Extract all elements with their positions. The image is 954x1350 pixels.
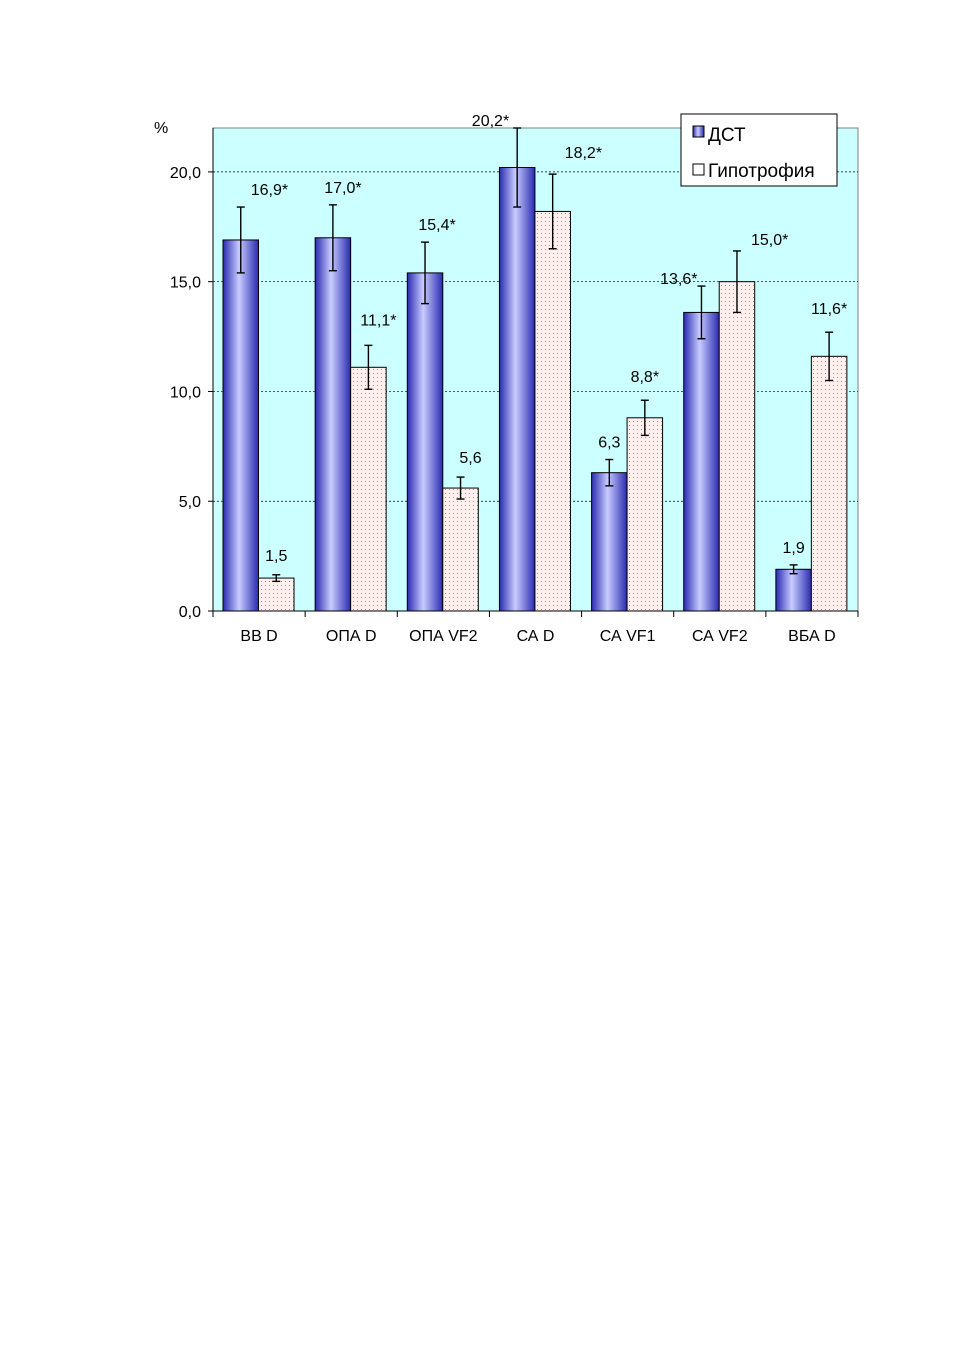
data-label: 20,2* [472,113,509,130]
x-tick-label: ОПА VF2 [409,628,478,645]
bar-дст-са-vf2 [683,311,720,612]
y-tick-label: 10,0 [170,384,201,401]
bar-дст-опа-vf2 [406,272,444,612]
error-bars [236,127,834,583]
legend-label-dst: ДСТ [708,125,746,146]
data-label: 11,6* [811,301,847,318]
data-label: 18,2* [565,145,602,162]
y-tick-label: 0,0 [179,604,201,621]
data-label: 5,6 [459,450,481,467]
bar-дст-са-d [498,167,536,612]
data-label: 15,4* [418,217,455,234]
data-label: 6,3 [598,435,620,452]
bar-гипотрофия-вв-d [258,577,295,612]
data-label: 17,0* [324,180,361,197]
y-tick-label: 15,0 [170,275,201,292]
bar-дст-вба-d [775,568,812,612]
y-tick-label: 20,0 [170,165,201,182]
y-tick-label: 5,0 [179,494,201,511]
bar-гипотрофия-опа-d [350,366,387,612]
axes: 0,0 5,0 10,0 15,0 20,0 ВВ D ОПА D ОПА VF2 СА D СА… [170,128,859,645]
data-labels: 16,9* 17,0* 15,4* 20,2* 6,3 13,6* 1,9 1,5 11,1* 5… [251,113,847,565]
data-label: 1,5 [265,548,287,565]
x-tick-label: ВВ D [240,628,277,645]
data-label: 11,1* [360,312,396,329]
data-label: 8,8* [631,369,659,386]
bar-гипотрофия-опа-vf2 [442,487,479,612]
legend: ДСТ Гипотрофия [680,113,838,187]
x-tick-label: СА VF2 [692,628,748,645]
data-label: 16,9* [251,182,288,199]
y-axis-label: % [154,120,168,137]
bar-дст-са-vf1 [591,472,628,612]
bar-дст-опа-d [314,237,352,612]
bar-гипотрофия-са-d [534,210,571,612]
legend-swatch-hypotrophy [692,163,705,176]
bar-гипотрофия-са-vf1 [626,417,664,612]
x-tick-label: ОПА D [326,628,377,645]
bar-дст-вв-d [222,239,259,612]
bar-гипотрофия-са-vf2 [718,281,756,612]
bar-гипотрофия-вба-d [810,355,848,612]
legend-box [680,113,838,187]
legend-swatch-dst [692,125,705,138]
x-tick-label: СА D [517,628,555,645]
data-label: 1,9 [782,540,804,557]
legend-label-hypotrophy: Гипотрофия [708,161,815,182]
data-label: 13,6* [660,271,697,288]
data-label: 15,0* [751,232,788,249]
x-tick-label: ВБА D [788,628,836,645]
x-tick-label: СА VF1 [600,628,656,645]
